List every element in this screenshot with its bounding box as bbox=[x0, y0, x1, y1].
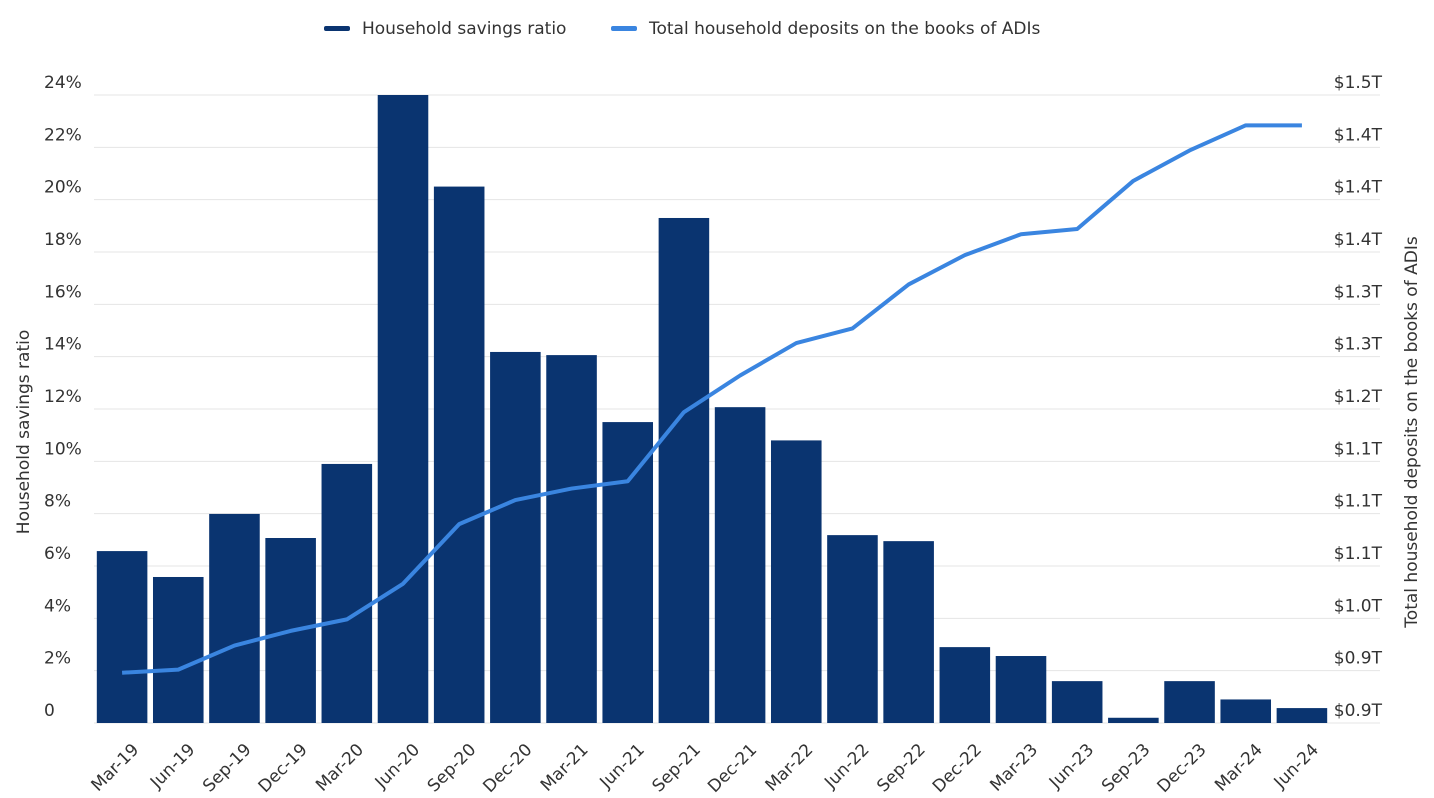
bar bbox=[152, 576, 204, 723]
x-tick-label: Jun-22 bbox=[820, 740, 873, 793]
bar bbox=[321, 463, 373, 723]
bar bbox=[433, 186, 485, 724]
bar bbox=[1051, 681, 1103, 723]
bar bbox=[546, 355, 597, 723]
bar bbox=[1164, 681, 1215, 723]
x-tick-label: Dec-19 bbox=[255, 740, 312, 797]
y2-tick-label: $1.0T bbox=[1334, 596, 1383, 616]
bar bbox=[658, 217, 710, 723]
y-tick-label: 4% bbox=[44, 596, 71, 616]
x-tick-label: Jun-19 bbox=[146, 740, 199, 793]
bar bbox=[1220, 699, 1272, 723]
y-tick-label: 10% bbox=[44, 439, 82, 459]
y-tick-label: 16% bbox=[44, 282, 82, 302]
x-tick-label: Mar-23 bbox=[986, 740, 1042, 796]
y2-tick-label: $1.4T bbox=[1334, 230, 1383, 250]
y2-tick-label: $1.2T bbox=[1334, 387, 1383, 407]
x-tick-label: Mar-21 bbox=[537, 740, 593, 796]
x-tick-label: Sep-20 bbox=[424, 740, 480, 796]
x-tick-label: Dec-22 bbox=[929, 740, 986, 797]
y2-tick-label: $0.9T bbox=[1334, 649, 1383, 669]
bar bbox=[995, 656, 1047, 723]
bar bbox=[770, 440, 822, 723]
bar bbox=[377, 95, 429, 723]
y2-tick-label: $1.4T bbox=[1334, 125, 1383, 145]
x-tick-label: Dec-21 bbox=[704, 740, 761, 797]
y-tick-label: 0 bbox=[44, 701, 55, 721]
x-tick-label: Jun-24 bbox=[1270, 740, 1323, 793]
y-tick-label: 24% bbox=[44, 73, 82, 93]
y2-tick-label: $1.1T bbox=[1334, 439, 1383, 459]
y-axis-title: Household savings ratio bbox=[14, 330, 34, 534]
bar bbox=[490, 351, 541, 723]
y2-tick-label: $1.4T bbox=[1334, 178, 1383, 198]
y-tick-label: 8% bbox=[44, 492, 71, 512]
x-tick-label: Dec-20 bbox=[479, 740, 536, 797]
bar bbox=[883, 541, 934, 723]
legend-label: Total household deposits on the books of… bbox=[648, 19, 1041, 39]
x-tick-label: Sep-23 bbox=[1098, 740, 1154, 796]
legend-swatch bbox=[324, 26, 350, 31]
x-tick-label: Mar-24 bbox=[1211, 740, 1267, 796]
y-tick-label: 14% bbox=[44, 335, 82, 355]
y2-tick-label: $1.3T bbox=[1334, 282, 1383, 302]
y-tick-label: 20% bbox=[44, 178, 82, 198]
x-tick-label: Jun-21 bbox=[596, 740, 649, 793]
bar bbox=[1276, 708, 1328, 723]
x-tick-label: Sep-22 bbox=[873, 740, 929, 796]
y-tick-label: 22% bbox=[44, 125, 82, 145]
y2-tick-label: $1.3T bbox=[1334, 335, 1383, 355]
x-tick-label: Jun-20 bbox=[371, 740, 424, 793]
y2-tick-label: $0.9T bbox=[1334, 701, 1383, 721]
x-tick-label: Mar-19 bbox=[87, 740, 143, 796]
x-tick-label: Jun-23 bbox=[1045, 740, 1098, 793]
y2-axis-title: Total household deposits on the books of… bbox=[1402, 236, 1422, 629]
x-tick-label: Mar-20 bbox=[312, 740, 368, 796]
y-tick-label: 18% bbox=[44, 230, 82, 250]
bar bbox=[96, 551, 148, 723]
x-tick-label: Mar-22 bbox=[762, 740, 818, 796]
x-tick-label: Dec-23 bbox=[1154, 740, 1211, 797]
bar bbox=[827, 535, 878, 723]
legend-label: Household savings ratio bbox=[362, 19, 566, 39]
bar bbox=[1108, 717, 1159, 723]
x-tick-label: Sep-21 bbox=[649, 740, 705, 796]
y2-tick-label: $1.1T bbox=[1334, 544, 1383, 564]
y-tick-label: 2% bbox=[44, 649, 71, 669]
legend-swatch bbox=[611, 26, 637, 31]
bar bbox=[209, 513, 260, 723]
y2-tick-label: $1.5T bbox=[1334, 73, 1383, 93]
y2-tick-label: $1.1T bbox=[1334, 492, 1383, 512]
line bbox=[121, 123, 1302, 675]
y-tick-label: 12% bbox=[44, 387, 82, 407]
bar bbox=[602, 422, 654, 723]
bar bbox=[939, 647, 991, 723]
y-tick-label: 6% bbox=[44, 544, 71, 564]
bar bbox=[714, 407, 766, 723]
x-tick-label: Sep-19 bbox=[199, 740, 255, 796]
